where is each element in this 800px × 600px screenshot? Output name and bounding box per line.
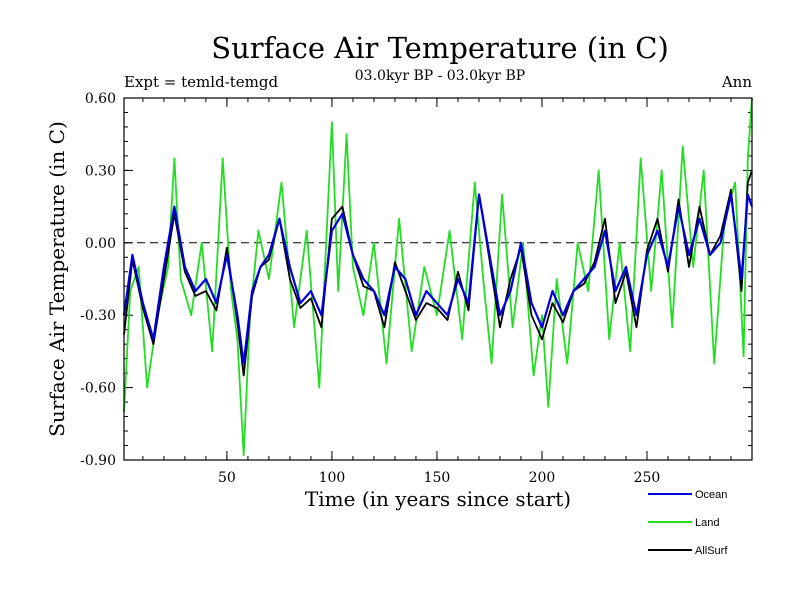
y-tick-label: 0.60 [85,91,116,107]
chart-title: Surface Air Temperature (in C) [211,31,669,65]
y-tick-label: -0.30 [80,308,116,324]
y-tick-label: -0.60 [80,381,116,397]
chart-subtitle: 03.0kyr BP - 03.0kyr BP [355,68,525,84]
x-tick-label: 250 [634,470,661,486]
x-tick-label: 200 [529,470,556,486]
legend-label-allsurf: AllSurf [695,545,728,557]
series-line-ocean [122,193,754,365]
x-tick-label: 100 [319,470,346,486]
legend: Ocean Land AllSurf [648,489,728,557]
plot-frame [123,97,753,461]
x-tick-label: 50 [218,470,236,486]
x-tick-label: 150 [424,470,451,486]
period-label: Ann [721,73,752,91]
y-tick-label: 0.30 [85,163,116,179]
series-group [122,97,754,457]
x-axis-label: Time (in years since start) [305,487,571,511]
series-line-allsurf [123,170,753,377]
legend-label-land: Land [695,517,719,529]
y-tick-label: 0.00 [85,236,116,252]
axes: -0.90 -0.60 -0.30 0.00 0.30 0.60 50 100 150 200 25… [80,91,752,486]
series-line-land [123,97,753,457]
legend-label-ocean: Ocean [695,489,727,501]
experiment-label: Expt = temld-temgd [124,73,278,91]
y-tick-label: -0.90 [80,453,116,469]
y-axis-label: Surface Air Temperature (in C) [45,121,69,437]
